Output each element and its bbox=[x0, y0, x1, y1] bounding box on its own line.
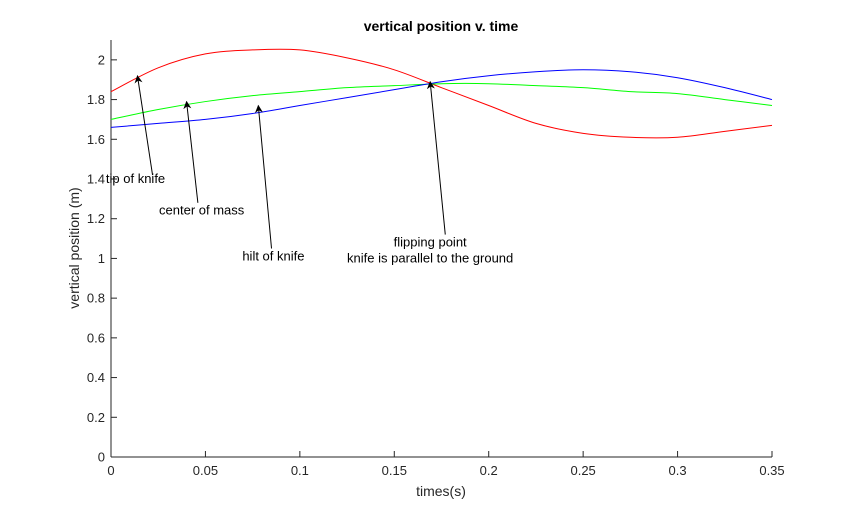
series-line-3 bbox=[110, 69, 773, 128]
y-tick-label: 0.2 bbox=[87, 410, 105, 425]
annotation-arrow bbox=[254, 104, 273, 249]
annotation-2: center of mass bbox=[159, 100, 245, 218]
y-tick-label: 2 bbox=[98, 52, 105, 67]
x-tick-label: 0.1 bbox=[291, 463, 309, 478]
annotation-3: hilt of knife bbox=[242, 104, 304, 263]
y-axis-label: vertical position (m) bbox=[66, 187, 82, 308]
y-tick-label: 1.8 bbox=[87, 92, 105, 107]
series-line-2 bbox=[110, 82, 773, 120]
chart-title: vertical position v. time bbox=[364, 18, 519, 34]
annotation-text: hilt of knife bbox=[242, 248, 304, 263]
series-layer bbox=[110, 48, 773, 139]
x-tick-label: 0.3 bbox=[669, 463, 687, 478]
x-tick-label: 0.25 bbox=[570, 463, 595, 478]
x-tick-label: 0.05 bbox=[193, 463, 218, 478]
y-tick-label: 1 bbox=[98, 251, 105, 266]
y-tick-label: 0 bbox=[98, 450, 105, 465]
annotation-text: tip of knife bbox=[106, 171, 165, 186]
axes: 0 0.05 0.1 0.15 0.2 0.25 0.3 0.35 0 0.2 0.4 0.6 0.8 1… bbox=[87, 40, 785, 478]
annotation-text: center of mass bbox=[159, 203, 245, 218]
annotation-arrow bbox=[134, 74, 154, 176]
annotation-layer: tip of knife center of mass hilt of knife f… bbox=[106, 74, 513, 266]
annotation-arrow bbox=[426, 80, 446, 235]
y-tick-label: 1.6 bbox=[87, 132, 105, 147]
annotation-text: knife is parallel to the ground bbox=[347, 251, 513, 266]
y-tick-label: 1.4 bbox=[87, 172, 105, 187]
annotation-text: flipping point bbox=[394, 235, 467, 250]
y-tick-label: 0.8 bbox=[87, 291, 105, 306]
y-tick-label: 1.2 bbox=[87, 211, 105, 226]
series-line-1 bbox=[110, 48, 773, 139]
x-tick-label: 0 bbox=[107, 463, 114, 478]
x-tick-label: 0.35 bbox=[759, 463, 784, 478]
y-tick-label: 0.6 bbox=[87, 330, 105, 345]
x-tick-label: 0.15 bbox=[382, 463, 407, 478]
y-tick-label: 0.4 bbox=[87, 370, 105, 385]
annotation-1: tip of knife bbox=[106, 74, 165, 186]
x-axis-label: times(s) bbox=[416, 483, 466, 499]
annotation-arrow bbox=[183, 100, 199, 203]
x-tick-label: 0.2 bbox=[480, 463, 498, 478]
